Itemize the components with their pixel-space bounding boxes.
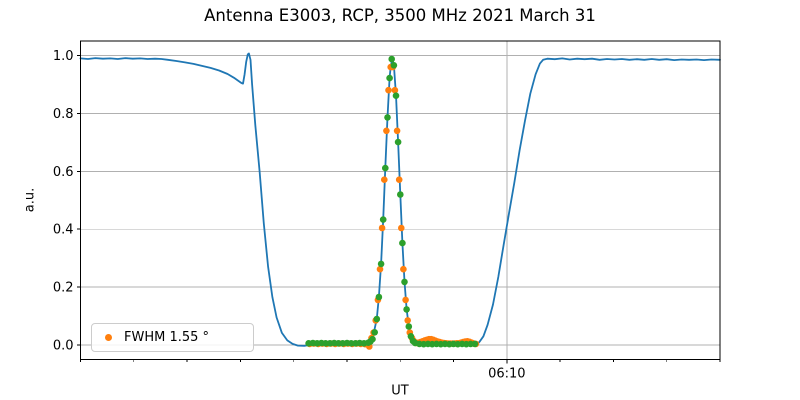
legend-label: FWHM 1.55 ° — [124, 330, 210, 345]
x-axis-label: UT — [391, 383, 409, 399]
y-tick-label: 0.6 — [53, 165, 74, 180]
x-tick-label: 06:10 — [488, 367, 525, 382]
chart-title: Antenna E3003, RCP, 3500 MHz 2021 March … — [204, 6, 596, 25]
legend: FWHM 1.55 ° — [91, 323, 254, 352]
y-tick-label: 0.2 — [53, 281, 74, 296]
y-tick-label: 0.4 — [53, 223, 74, 238]
y-tick-label: 0.0 — [53, 339, 74, 354]
legend-marker-icon — [105, 334, 112, 341]
y-tick-label: 0.8 — [53, 107, 74, 122]
y-tick-label: 1.0 — [53, 49, 74, 64]
